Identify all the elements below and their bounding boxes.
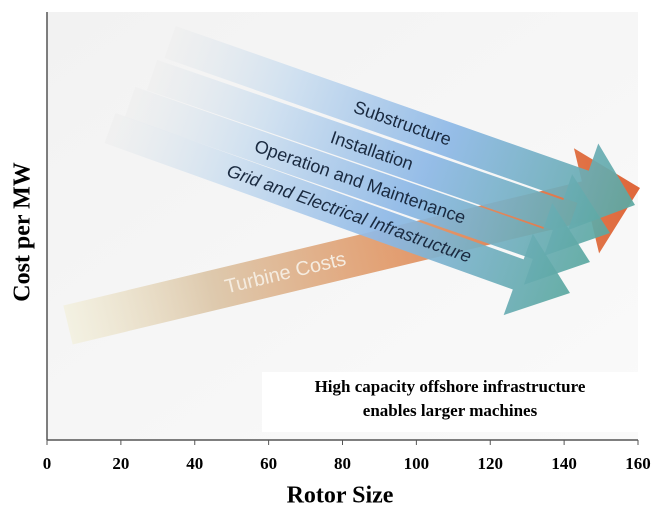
y-axis-label: Cost per MW <box>10 162 36 302</box>
x-tick-label: 140 <box>551 454 577 473</box>
x-tick-label: 120 <box>478 454 504 473</box>
x-tick-label: 60 <box>260 454 277 473</box>
x-tick-label: 80 <box>334 454 351 473</box>
chart: Turbine CostsSubstructureInstallationOpe… <box>0 0 665 513</box>
annotation: High capacity offshore infrastructure <box>315 377 586 396</box>
x-tick-label: 160 <box>625 454 651 473</box>
annotation: enables larger machines <box>363 401 538 420</box>
x-axis-label: Rotor Size <box>287 483 394 509</box>
x-tick-label: 40 <box>186 454 203 473</box>
x-tick-label: 20 <box>112 454 129 473</box>
x-tick-label: 0 <box>43 454 52 473</box>
x-tick-label: 100 <box>404 454 430 473</box>
